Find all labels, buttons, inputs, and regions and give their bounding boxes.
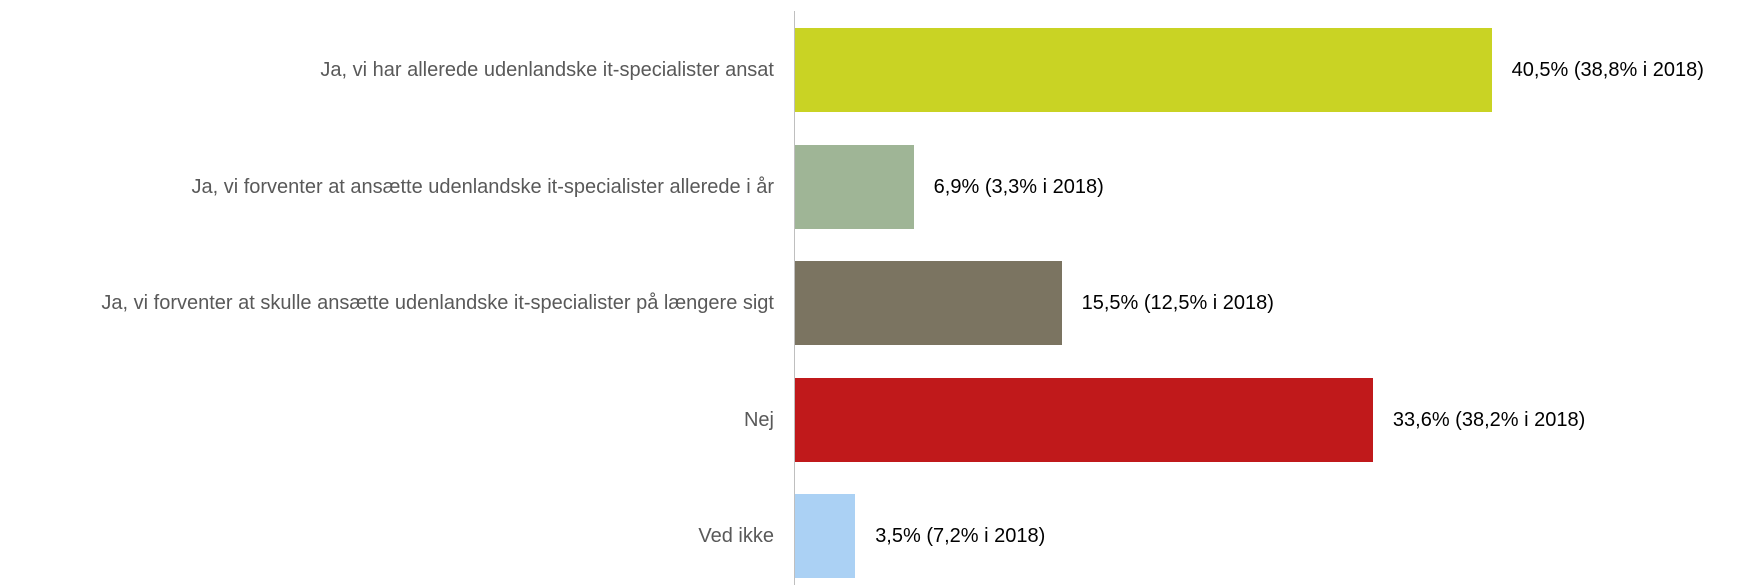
category-label: Ja, vi forventer at ansætte udenlandske … [0, 145, 774, 229]
value-label: 6,9% (3,3% i 2018) [933, 175, 1104, 198]
bar [795, 494, 856, 578]
value-label: 33,6% (38,2% i 2018) [1392, 408, 1586, 431]
category-text: Ja, vi forventer at ansætte udenlandske … [191, 175, 774, 198]
category-label: Ved ikke [0, 494, 774, 578]
bar [795, 261, 1062, 345]
value-label: 15,5% (12,5% i 2018) [1081, 292, 1274, 314]
category-text: Nej [743, 408, 774, 431]
category-label: Nej [0, 378, 774, 462]
value-label: 3,5% (7,2% i 2018) [875, 525, 1046, 547]
axis-line [794, 11, 795, 585]
bar [795, 144, 914, 229]
category-text: Ja, vi har allerede udenlandske it-speci… [320, 59, 774, 81]
bar [795, 28, 1492, 112]
category-text: Ja, vi forventer at skulle ansætte udenl… [101, 292, 774, 314]
bar [795, 377, 1373, 462]
category-label: Ja, vi har allerede udenlandske it-speci… [0, 28, 774, 112]
category-text: Ved ikke [698, 525, 774, 547]
category-label: Ja, vi forventer at skulle ansætte udenl… [0, 261, 774, 345]
value-label: 40,5% (38,8% i 2018) [1511, 59, 1704, 81]
